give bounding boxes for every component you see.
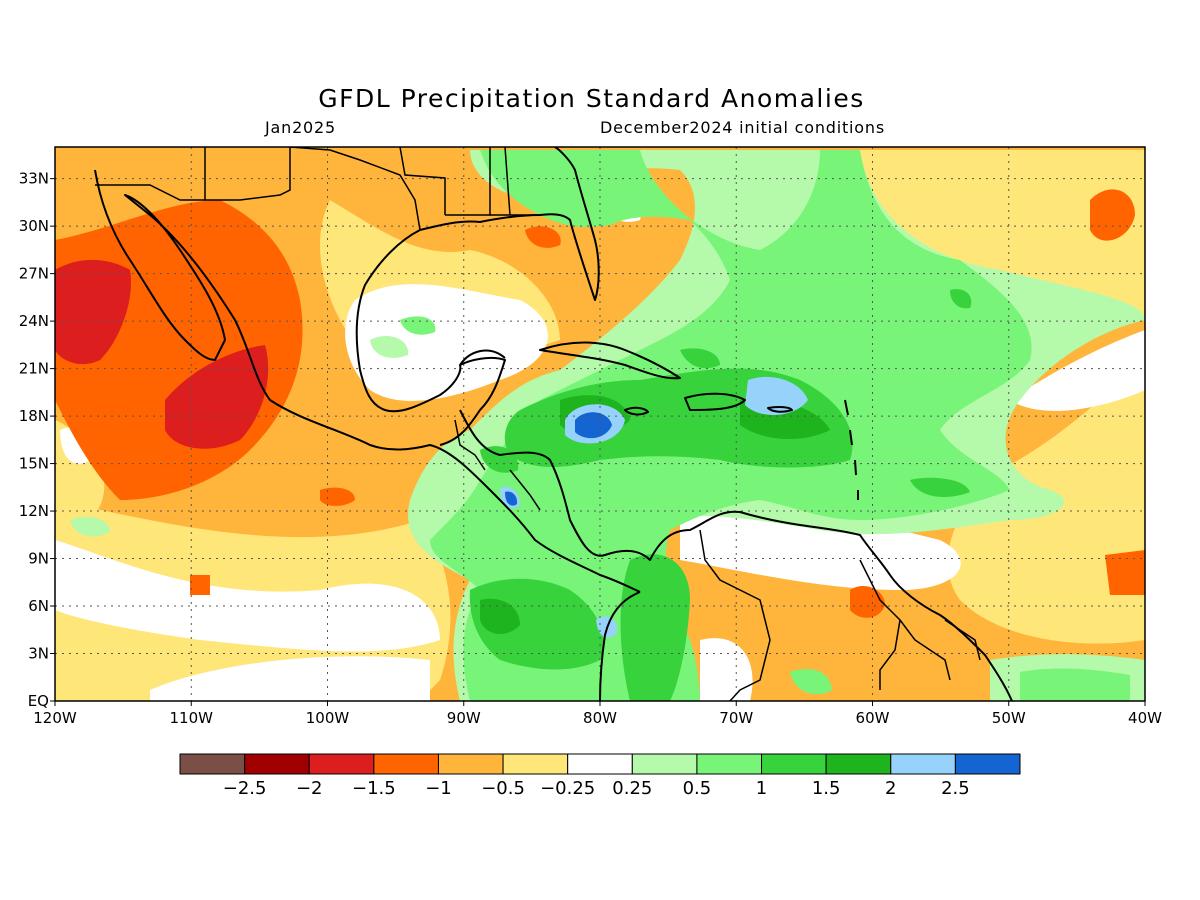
colorbar-swatch xyxy=(890,753,956,775)
colorbar-swatch xyxy=(954,753,1021,775)
colorbar-swatch xyxy=(567,753,633,775)
lon-tick-label: 40W xyxy=(1128,709,1162,727)
colorbar-label: −2.5 xyxy=(223,778,267,799)
lon-tick-label: 60W xyxy=(856,709,890,727)
colorbar-label: −1.5 xyxy=(352,778,396,799)
lon-tick-label: 110W xyxy=(170,709,214,727)
lat-tick-label: 9N xyxy=(28,550,49,568)
colorbar-label: 1.5 xyxy=(812,778,841,799)
colorbar-label: 0.25 xyxy=(612,778,652,799)
colorbar-swatch xyxy=(502,753,569,775)
lat-tick-label: 12N xyxy=(19,502,49,520)
colorbar-swatch xyxy=(761,753,827,775)
political-borders xyxy=(95,147,981,701)
initial-conditions-label: December2024 initial conditions xyxy=(600,118,885,137)
extreme-wet-regions xyxy=(505,412,612,506)
colorbar-swatch xyxy=(825,753,892,775)
graticule xyxy=(55,147,1145,701)
colorbar-swatch xyxy=(244,753,310,775)
colorbar-label: −2 xyxy=(296,778,323,799)
lon-tick-label: 120W xyxy=(33,709,77,727)
lon-tick-label: 100W xyxy=(306,709,350,727)
lon-tick-label: 80W xyxy=(583,709,617,727)
lat-tick-label: 6N xyxy=(28,597,49,615)
colorbar-swatch xyxy=(696,753,763,775)
longitude-axis: 120W 110W 100W 90W 80W 70W 60W 50W 40W xyxy=(33,701,1162,727)
lat-tick-label: 30N xyxy=(19,217,49,235)
colorbar-label: 2 xyxy=(885,778,896,799)
map-title: GFDL Precipitation Standard Anomalies xyxy=(318,84,865,113)
colorbar-swatch xyxy=(437,753,504,775)
lon-tick-label: 50W xyxy=(992,709,1026,727)
lat-tick-label: 18N xyxy=(19,407,49,425)
latitude-axis: EQ 3N 6N 9N 12N 15N 18N 21N 24N 27N 30N 33N xyxy=(19,170,55,710)
colorbar: −2.5 −2 −1.5 −1 −0.5 −0.25 0.25 0.5 1 1.5 2 2.5 xyxy=(179,753,1021,799)
colorbar-label: −0.25 xyxy=(540,778,595,799)
lat-tick-label: 27N xyxy=(19,265,49,283)
coastlines xyxy=(94,147,1013,701)
forecast-month: Jan2025 xyxy=(265,118,336,137)
strong-dry-regions xyxy=(55,259,269,449)
anomaly-field xyxy=(55,147,1145,701)
colorbar-label: −1 xyxy=(425,778,452,799)
colorbar-swatch xyxy=(179,753,246,775)
colorbar-label: 1 xyxy=(756,778,767,799)
lat-tick-label: 21N xyxy=(19,360,49,378)
lat-tick-label: 24N xyxy=(19,312,49,330)
colorbar-swatch xyxy=(373,753,439,775)
lat-tick-label: EQ xyxy=(28,692,49,710)
colorbar-swatch xyxy=(631,753,698,775)
lat-tick-label: 15N xyxy=(19,455,49,473)
colorbar-label: 2.5 xyxy=(941,778,970,799)
lat-tick-label: 3N xyxy=(28,645,49,663)
colorbar-label: −0.5 xyxy=(481,778,525,799)
lon-tick-label: 90W xyxy=(447,709,481,727)
colorbar-swatch xyxy=(308,753,375,775)
lon-tick-label: 70W xyxy=(719,709,753,727)
lat-tick-label: 33N xyxy=(19,170,49,188)
colorbar-label: 0.5 xyxy=(683,778,712,799)
